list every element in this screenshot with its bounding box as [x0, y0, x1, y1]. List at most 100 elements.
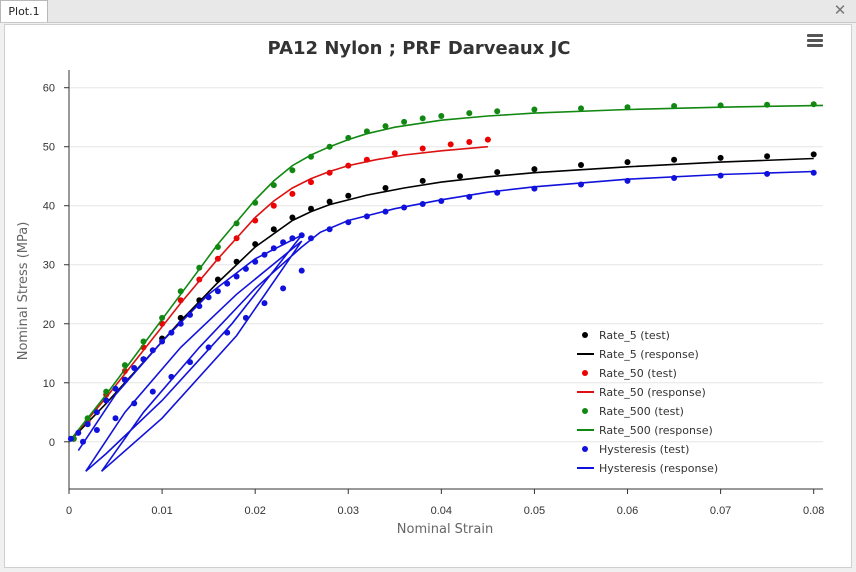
x-tick-label: 0.02	[244, 505, 265, 517]
x-tick-label: 0.07	[710, 505, 731, 517]
data-point	[345, 192, 352, 199]
hamburger-menu-icon[interactable]	[807, 34, 825, 50]
data-point	[764, 153, 771, 160]
series-line	[68, 104, 824, 443]
y-tick-label: 30	[43, 260, 55, 272]
data-point	[289, 190, 296, 197]
legend-swatch	[582, 332, 588, 338]
data-point	[214, 288, 221, 295]
data-point	[466, 110, 473, 117]
series-6	[67, 169, 817, 445]
tab-plot-1[interactable]: Plot.1	[0, 0, 48, 22]
data-point	[466, 139, 473, 145]
x-tick-label: 0.06	[617, 505, 638, 517]
data-point	[438, 113, 445, 119]
data-point	[75, 429, 82, 436]
data-point	[671, 103, 678, 109]
x-tick-label: 0.08	[803, 505, 824, 517]
data-point	[717, 172, 724, 179]
axes: 0 10 20 30 40 50 60 0 0.01 0.02 0.03 0.04 0.05 0.06 0.…	[43, 70, 824, 517]
legend-label: Rate_500 (test)	[599, 405, 684, 418]
data-point	[308, 179, 314, 186]
chart-title: PA12 Nylon ; PRF Darveaux JC	[268, 38, 571, 59]
y-tick-label: 10	[43, 378, 55, 390]
x-tick-label: 0.05	[524, 505, 545, 517]
legend-label: Rate_5 (response)	[599, 348, 699, 361]
plot-panel: PA12 Nylon ; PRF Darveaux JC 0 10 20 30 40 50…	[4, 24, 852, 568]
tab-bar: Plot.1 ✕	[0, 0, 856, 23]
series-line	[68, 145, 488, 443]
series-5	[68, 104, 824, 443]
data-point	[764, 170, 771, 177]
x-tick-label: 0.01	[151, 505, 172, 517]
data-point	[494, 108, 501, 115]
data-point	[93, 427, 100, 433]
y-tick-label: 20	[43, 319, 55, 331]
y-tick-label: 40	[43, 201, 55, 213]
data-point	[457, 173, 463, 180]
data-point	[112, 385, 119, 392]
legend-label: Rate_5 (test)	[599, 329, 670, 342]
data-point	[112, 415, 119, 422]
data-point	[671, 156, 678, 163]
legend-label: Rate_50 (test)	[599, 367, 677, 380]
x-axis-label: Nominal Strain	[397, 522, 493, 537]
data-point	[131, 365, 138, 371]
data-point	[149, 388, 156, 395]
data-point	[270, 182, 277, 189]
data-point	[717, 154, 724, 161]
y-tick-label: 50	[43, 142, 55, 154]
data-point	[289, 167, 296, 174]
data-point	[67, 435, 74, 442]
series-line	[77, 170, 814, 472]
data-point	[531, 106, 538, 113]
data-point	[84, 421, 91, 428]
data-point	[578, 105, 584, 112]
data-point	[298, 267, 305, 274]
legend-label: Hysteresis (test)	[599, 443, 689, 456]
y-axis-label: Nominal Stress (MPa)	[16, 222, 31, 361]
data-point	[382, 185, 389, 191]
data-point	[131, 400, 138, 407]
chart: PA12 Nylon ; PRF Darveaux JC 0 10 20 30 40 50…	[16, 38, 824, 537]
legend-swatch	[582, 370, 588, 376]
data-point	[308, 235, 314, 242]
x-tick-label: 0.03	[338, 505, 359, 517]
legend-swatch	[582, 408, 588, 414]
data-point	[419, 177, 426, 184]
data-point	[261, 300, 268, 307]
data-point	[382, 123, 389, 130]
legend-label: Hysteresis (response)	[599, 462, 718, 475]
close-icon[interactable]: ✕	[833, 1, 847, 19]
data-point	[810, 169, 817, 176]
legend-label: Rate_50 (response)	[599, 386, 706, 399]
data-point	[531, 166, 538, 173]
legend-swatch	[582, 446, 588, 452]
data-point	[326, 198, 333, 205]
legend-label: Rate_500 (response)	[599, 424, 713, 437]
data-point	[419, 115, 426, 122]
data-point	[103, 397, 110, 404]
data-point	[419, 145, 426, 152]
data-point	[270, 226, 277, 233]
data-point	[391, 150, 398, 157]
data-point	[177, 320, 184, 327]
data-point	[484, 136, 491, 143]
y-tick-label: 0	[49, 437, 55, 449]
data-point	[447, 141, 454, 148]
data-point	[280, 285, 287, 292]
data-point	[624, 159, 631, 166]
data-point	[810, 151, 817, 158]
x-tick-label: 0	[66, 505, 72, 517]
data-point	[401, 118, 408, 125]
legend: Rate_5 (test) Rate_5 (response) Rate_50 (t…	[577, 329, 718, 475]
series-3	[68, 145, 488, 443]
data-point	[187, 311, 193, 318]
plot-area	[67, 101, 824, 472]
y-tick-label: 60	[43, 83, 55, 95]
data-point	[93, 409, 100, 416]
data-point	[494, 169, 501, 176]
data-point	[149, 347, 156, 354]
grid-lines	[69, 87, 823, 443]
data-point	[270, 202, 277, 209]
